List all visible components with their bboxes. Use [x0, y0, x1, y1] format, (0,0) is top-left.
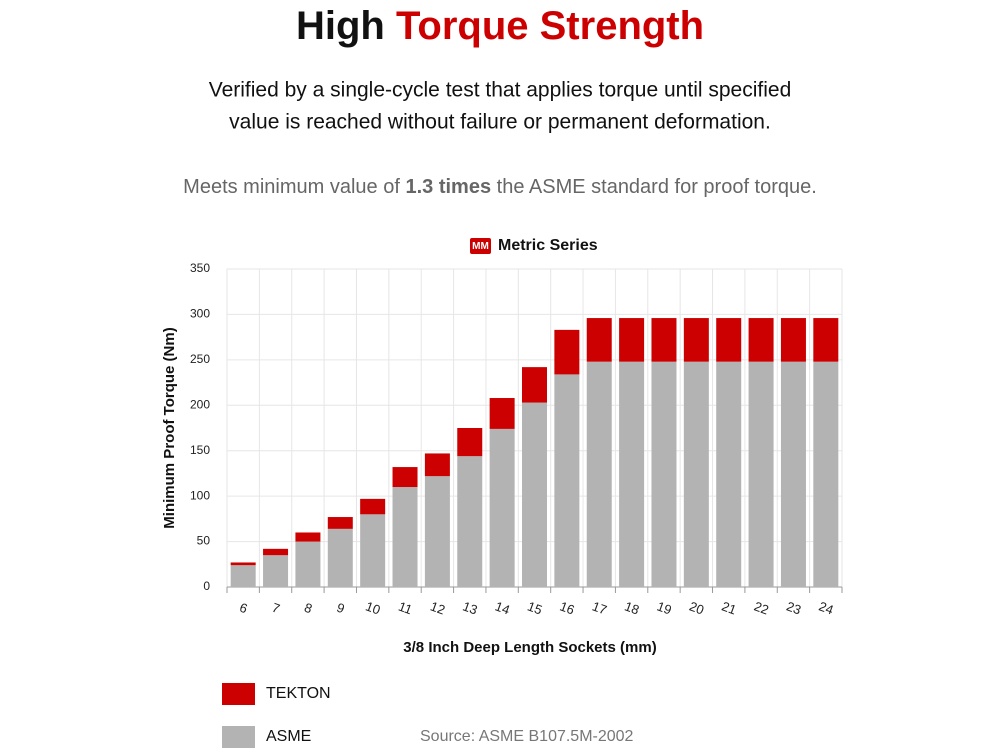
- x-tick-label: 16: [558, 598, 577, 617]
- x-tick-label: 17: [590, 598, 609, 617]
- x-tick-label: 19: [655, 598, 674, 617]
- bar-segment: [295, 541, 321, 587]
- y-axis-label: Minimum Proof Torque (Nm): [161, 327, 178, 528]
- x-tick-label: 20: [687, 598, 706, 617]
- subtitle-line: Verified by a single-cycle test that app…: [209, 79, 792, 102]
- bar-segment: [813, 361, 839, 587]
- note-emphasis: 1.3 times: [405, 176, 491, 198]
- source: Source: ASME B107.5M-2002: [420, 728, 634, 745]
- note-text: Meets minimum value of: [183, 176, 400, 198]
- bar-segment: [327, 528, 353, 587]
- x-tick-label: 11: [396, 599, 414, 618]
- bar-segment: [716, 318, 742, 362]
- x-tick-label: 23: [784, 598, 803, 617]
- bar-segment: [360, 498, 386, 515]
- bar-segment: [780, 318, 806, 362]
- bar-segment: [522, 367, 547, 403]
- y-tick-label: 350: [190, 261, 210, 275]
- y-tick-label: 200: [190, 397, 210, 411]
- legend-label: TEKTON: [266, 685, 331, 702]
- bar-segment: [263, 548, 289, 556]
- x-tick-label: 12: [428, 598, 447, 617]
- x-tick-label: 21: [720, 598, 739, 617]
- x-tick-label: 18: [623, 598, 642, 617]
- bar-segment: [813, 318, 839, 362]
- title-black: High: [296, 4, 385, 48]
- bar-segment: [683, 318, 709, 362]
- x-tick-label: 22: [752, 598, 771, 617]
- x-axis-label: 3/8 Inch Deep Length Sockets (mm): [403, 639, 656, 656]
- bar-segment: [392, 467, 418, 488]
- legend-label: ASME: [266, 728, 311, 745]
- y-tick-label: 150: [190, 443, 210, 457]
- bar-segment: [651, 361, 677, 587]
- bar-segment: [619, 318, 645, 362]
- badge-bg: [470, 238, 491, 254]
- note-text: the ASME standard for proof torque.: [497, 176, 817, 198]
- subtitle-line: value is reached without failure or perm…: [229, 111, 771, 134]
- bar-segment: [392, 487, 418, 587]
- title-red: Torque Strength: [396, 4, 704, 48]
- x-tick-label: 13: [461, 598, 480, 617]
- bar-segment: [327, 517, 353, 529]
- y-tick-label: 100: [190, 488, 210, 502]
- bar-segment: [522, 402, 547, 587]
- bar-segment: [230, 565, 256, 587]
- bar-segment: [295, 532, 321, 542]
- bar-segment: [748, 318, 774, 362]
- chart-title: Metric Series: [498, 237, 598, 254]
- bar-segment: [230, 562, 256, 566]
- bar-segment: [489, 398, 515, 429]
- y-tick-label: 50: [197, 534, 211, 548]
- bar-segment: [586, 361, 612, 587]
- x-tick-label: 6: [238, 600, 250, 617]
- bar-segment: [651, 318, 677, 362]
- bar-segment: [619, 361, 645, 587]
- bar-segment: [554, 329, 580, 375]
- bar-segment: [424, 453, 450, 477]
- bar-segment: [780, 361, 806, 587]
- legend-swatch: [222, 683, 255, 705]
- bar-segment: [457, 428, 483, 457]
- x-tick-label: 9: [335, 600, 347, 617]
- badge: MM: [472, 241, 489, 252]
- y-tick-label: 0: [203, 579, 210, 593]
- x-tick-label: 14: [493, 598, 512, 617]
- y-tick-label: 250: [190, 352, 210, 366]
- bar-segment: [489, 428, 515, 587]
- page-title: High Torque Strength: [296, 4, 704, 48]
- bar-segment: [457, 456, 483, 587]
- bar-segment: [424, 476, 450, 587]
- y-tick-label: 300: [190, 307, 210, 321]
- note: Meets minimum value of 1.3 times the ASM…: [183, 176, 817, 198]
- x-tick-label: 10: [364, 598, 383, 617]
- bar-segment: [360, 514, 386, 587]
- x-tick-label: 8: [302, 600, 314, 617]
- bar-segment: [683, 361, 709, 587]
- bar-segment: [748, 361, 774, 587]
- bar-segment: [716, 361, 742, 587]
- bar-segment: [554, 374, 580, 587]
- bar-segment: [263, 555, 289, 587]
- x-tick-label: 7: [270, 600, 282, 617]
- bar-segment: [586, 318, 612, 362]
- x-tick-label: 15: [526, 598, 545, 617]
- x-tick-label: 24: [817, 598, 836, 617]
- legend-swatch: [222, 726, 255, 748]
